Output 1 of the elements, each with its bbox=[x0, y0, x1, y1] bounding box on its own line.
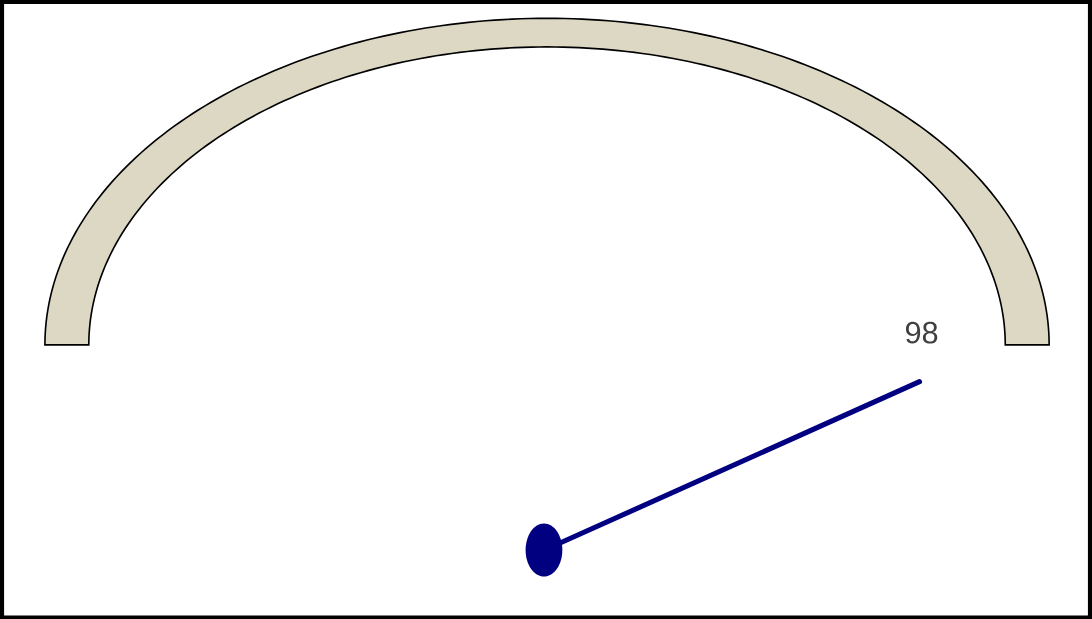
data-label: 98 bbox=[905, 321, 938, 344]
